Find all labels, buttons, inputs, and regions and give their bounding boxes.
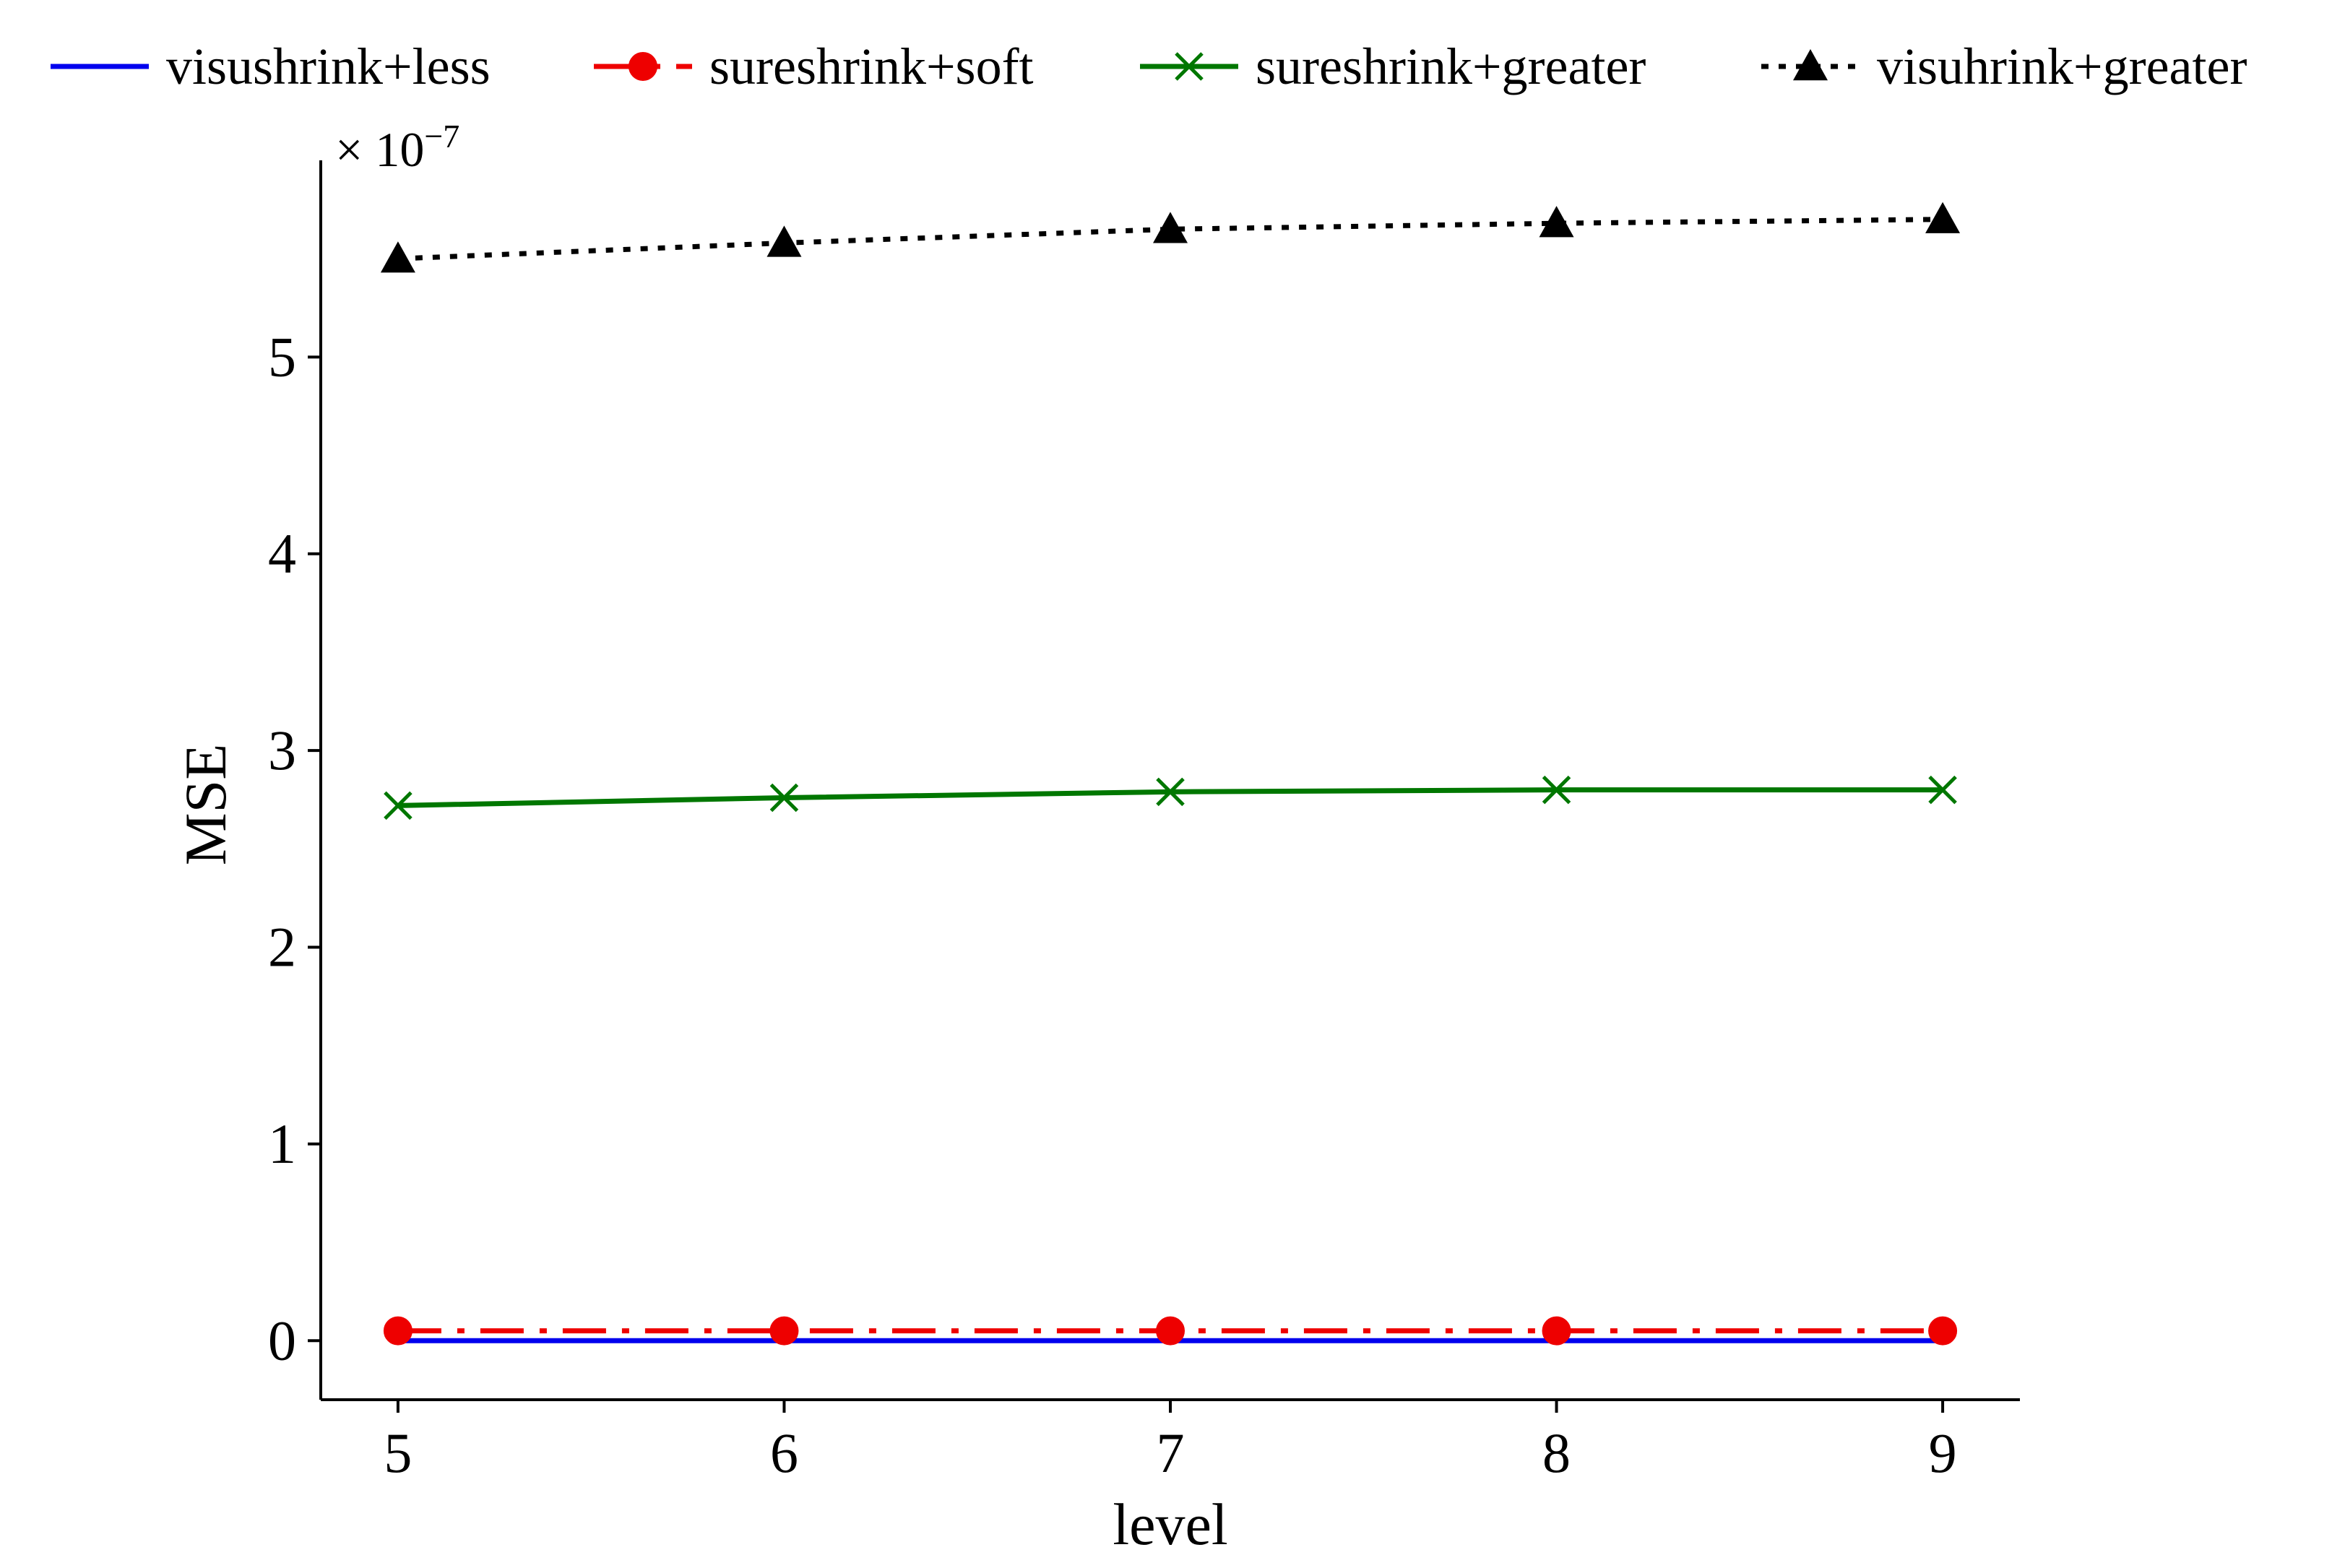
data-point: [769, 1316, 799, 1346]
data-point: [769, 783, 799, 813]
data-point: [1925, 202, 1961, 233]
legend-label: sureshrink+soft: [709, 38, 1034, 95]
data-point: [380, 241, 415, 273]
legend-marker: [1793, 49, 1828, 81]
x-axis-title: level: [1113, 1491, 1227, 1557]
x-marker-stroke: [1542, 775, 1571, 805]
data-point: [1928, 1316, 1958, 1346]
y-tick-label: 0: [268, 1309, 296, 1372]
y-tick-label: 1: [268, 1112, 296, 1175]
data-point: [766, 225, 802, 257]
legend-item-0: visushrink+less: [51, 38, 491, 95]
x-ticks: 5 6 7 8 9: [384, 1400, 1957, 1484]
legend-marker: [629, 52, 657, 81]
x-marker-stroke: [384, 791, 413, 820]
x-marker-stroke: [1175, 52, 1204, 81]
axes: 0 1 2 3 4 5 5 6 7 8 9 × 10−7 level MSE: [173, 118, 2020, 1557]
series-layer: [380, 202, 1961, 1346]
series-3: [380, 202, 1961, 273]
data-point: [1542, 775, 1571, 805]
legend-item-1: sureshrink+soft: [594, 38, 1034, 95]
y-tick-label: 5: [268, 325, 296, 388]
data-point: [1539, 206, 1574, 238]
y-axis-multiplier: × 10−7: [335, 118, 459, 177]
legend-item-2: sureshrink+greater: [1140, 38, 1646, 95]
x-tick-label: 9: [1929, 1421, 1957, 1484]
y-tick-label: 2: [268, 916, 296, 979]
series-line: [397, 217, 1943, 261]
x-tick-label: 6: [770, 1421, 798, 1484]
data-point: [1542, 1316, 1571, 1346]
y-tick-label: 3: [268, 719, 296, 781]
data-point: [383, 1316, 413, 1346]
y-axis-title: MSE: [173, 744, 238, 866]
legend: visushrink+less sureshrink+soft sureshrink…: [51, 38, 2247, 95]
x-marker-stroke: [1156, 777, 1185, 807]
legend-label: sureshrink+greater: [1256, 38, 1646, 95]
x-tick-label: 5: [384, 1421, 412, 1484]
legend-label: visuhrink+greater: [1877, 38, 2247, 95]
legend-marker: [1175, 52, 1204, 81]
x-marker-stroke: [769, 783, 799, 813]
y-axis-multiplier-exponent: −7: [424, 118, 459, 155]
data-point: [1156, 1316, 1185, 1346]
x-tick-label: 8: [1542, 1421, 1571, 1484]
data-point: [1153, 212, 1188, 243]
y-ticks: 0 1 2 3 4 5: [268, 325, 321, 1372]
series-2: [384, 775, 1957, 820]
x-tick-label: 7: [1157, 1421, 1185, 1484]
x-marker-stroke: [1928, 775, 1957, 805]
data-point: [1156, 777, 1185, 807]
series-1: [383, 1316, 1958, 1346]
y-tick-label: 4: [268, 522, 296, 585]
data-point: [1928, 775, 1957, 805]
legend-item-3: visuhrink+greater: [1761, 38, 2247, 95]
y-axis-multiplier-base: × 10: [335, 122, 424, 177]
data-point: [384, 791, 413, 820]
legend-label: visushrink+less: [166, 38, 491, 95]
